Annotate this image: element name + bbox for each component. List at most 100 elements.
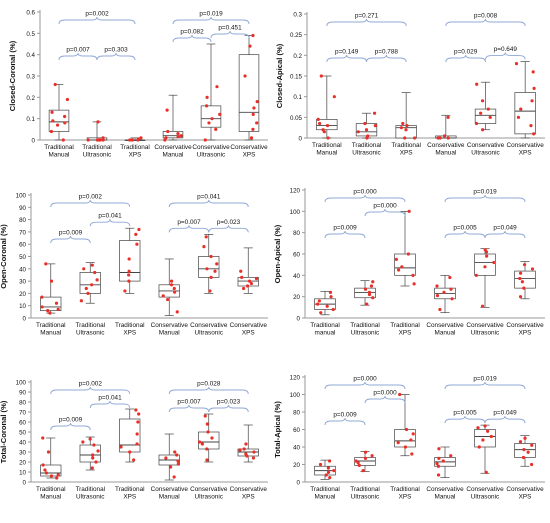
- data-point: [91, 453, 95, 457]
- comparison-bracket: [445, 18, 526, 27]
- p-value-label: p=0.009: [333, 225, 357, 232]
- chart-panel-6: 0 20 40 60 80 100 120 Total-Apical (%) Tradition…: [273, 375, 545, 501]
- y-tick-label: 100: [16, 380, 27, 387]
- y-tick-label: 70: [19, 229, 26, 236]
- data-point: [96, 120, 100, 124]
- comparison-bracket: [485, 52, 526, 60]
- data-point: [316, 302, 320, 306]
- data-point: [96, 449, 100, 453]
- data-point: [176, 462, 180, 466]
- data-point: [522, 448, 526, 452]
- data-point: [401, 121, 405, 126]
- data-point: [176, 132, 180, 136]
- y-tick-label: 50: [19, 254, 26, 261]
- data-point: [251, 456, 256, 460]
- chart-panel-2: 0 0.05 0.1 0.15 0.2 0.25 0.3 Closed-Apical (%) T…: [275, 12, 545, 157]
- box-6: [237, 424, 259, 463]
- data-point: [238, 448, 242, 452]
- comparison-bracket: [168, 404, 210, 413]
- data-point: [202, 245, 206, 249]
- data-point: [412, 282, 416, 286]
- p-value-label: p=0.000: [373, 390, 397, 397]
- data-point: [44, 262, 48, 266]
- x-category-label: Conservative Ultrasonic: [466, 486, 504, 501]
- data-point: [119, 445, 123, 449]
- y-tick-label: 0.2: [26, 95, 35, 102]
- box-3: [395, 92, 417, 140]
- data-point: [371, 280, 375, 284]
- box-2: [354, 280, 376, 306]
- comparison-bracket: [208, 404, 249, 413]
- data-point: [169, 465, 173, 469]
- box-1: [48, 82, 70, 142]
- p-value-label: p=0.303: [104, 47, 128, 54]
- data-point: [332, 469, 336, 473]
- box-5: [474, 248, 496, 308]
- y-tick-label: 20: [293, 462, 300, 469]
- y-tick-label: 10: [19, 470, 26, 477]
- p-value-label: p=0.788: [375, 49, 399, 56]
- data-point: [175, 310, 179, 314]
- p-value-label: p=0.149: [335, 49, 359, 56]
- comparison-bracket: [168, 225, 210, 233]
- data-point: [81, 440, 85, 444]
- data-point: [209, 254, 213, 259]
- data-point: [364, 128, 369, 132]
- p-value-label: p=0.023: [217, 399, 241, 406]
- box-5: [197, 413, 220, 463]
- data-point: [206, 430, 210, 434]
- data-point: [400, 265, 404, 269]
- data-point: [411, 432, 415, 436]
- comparison-bracket: [444, 194, 526, 203]
- data-point: [242, 447, 246, 451]
- p-value-label: p=0.005: [453, 410, 477, 417]
- iqr-box: [474, 108, 497, 124]
- data-point: [239, 269, 243, 273]
- box-2: [86, 120, 108, 142]
- y-tick-label: 40: [19, 440, 26, 447]
- data-point: [252, 106, 256, 110]
- comparison-bracket: [89, 219, 131, 227]
- data-point: [436, 464, 441, 468]
- data-point: [329, 295, 333, 299]
- data-point: [49, 129, 54, 134]
- box-3: [394, 392, 416, 457]
- y-tick-label: 10: [19, 303, 26, 310]
- data-point: [521, 455, 526, 460]
- data-point: [251, 33, 255, 38]
- data-point: [488, 115, 492, 119]
- data-point: [88, 437, 92, 441]
- data-point: [437, 447, 441, 451]
- data-point: [247, 279, 252, 283]
- comparison-bracket: [50, 386, 131, 395]
- p-value-label: p=0.028: [197, 381, 221, 388]
- y-tick-label: 0.15: [290, 74, 303, 81]
- iqr-box: [79, 444, 101, 463]
- iqr-box: [474, 253, 496, 276]
- y-tick-label: 0: [299, 136, 303, 143]
- data-point: [404, 427, 409, 432]
- comparison-bracket: [324, 417, 366, 426]
- data-point: [409, 438, 413, 442]
- y-tick-label: 0.2: [293, 53, 302, 60]
- data-point: [172, 286, 176, 291]
- y-axis-title: Open-Coronal (%): [0, 224, 8, 289]
- box-2: [355, 111, 378, 140]
- data-point: [396, 441, 400, 445]
- data-point: [328, 290, 333, 294]
- data-point: [98, 138, 102, 142]
- data-point: [86, 291, 90, 295]
- data-point: [365, 302, 369, 306]
- x-category-label: Traditional Ultrasonic: [350, 486, 380, 501]
- y-tick-label: 0.25: [290, 32, 303, 39]
- chart-panel-4: 0 20 40 60 80 100 120 Open-Apical (%) Traditiona…: [273, 188, 545, 337]
- x-category-label: Conservative XPS: [507, 142, 545, 157]
- data-point: [519, 107, 523, 111]
- x-category-label: Conservative XPS: [506, 486, 544, 501]
- y-tick-label: 80: [19, 400, 26, 407]
- iqr-box: [394, 253, 416, 276]
- box-6: [514, 261, 536, 300]
- data-point: [90, 283, 94, 287]
- data-point: [127, 257, 131, 261]
